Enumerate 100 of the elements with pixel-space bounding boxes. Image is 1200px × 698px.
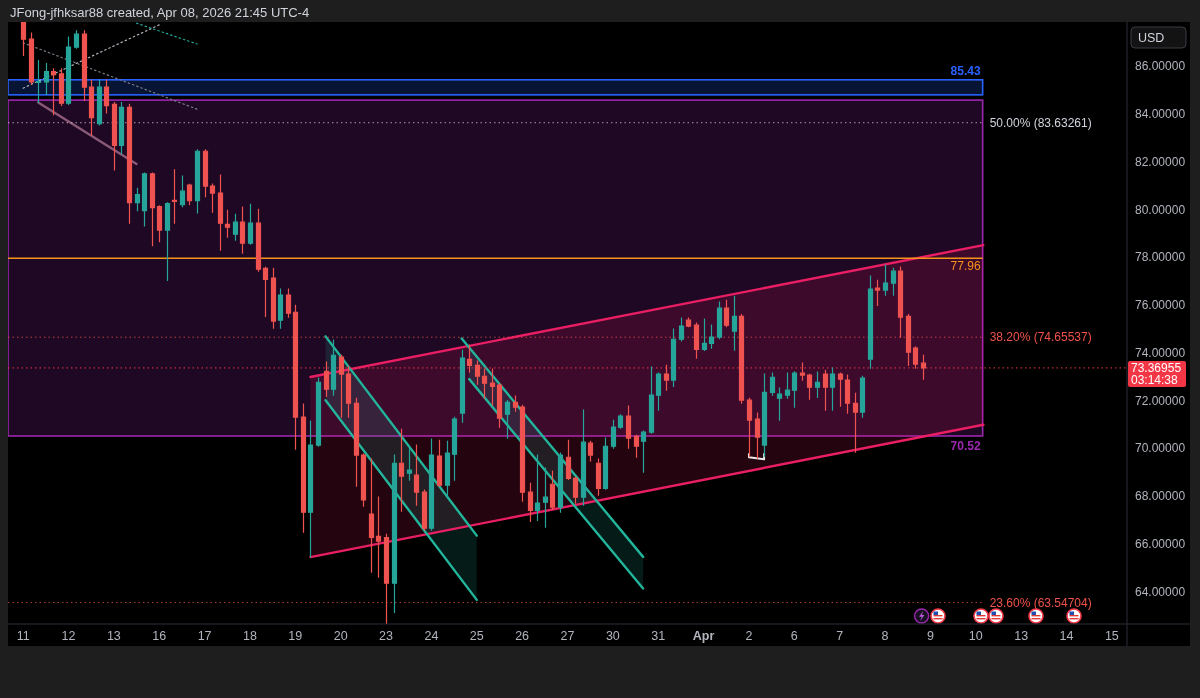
candlestick bbox=[701, 318, 708, 352]
y-tick-label: 72.00000 bbox=[1135, 393, 1186, 408]
x-tick-label: 14 bbox=[1059, 629, 1074, 643]
candlestick bbox=[459, 349, 466, 423]
candlestick bbox=[270, 267, 277, 329]
x-tick-label: 2 bbox=[745, 629, 753, 643]
y-tick-label: 84.00000 bbox=[1135, 106, 1186, 121]
candlestick bbox=[126, 103, 133, 224]
candlestick bbox=[391, 454, 398, 613]
candlestick bbox=[451, 416, 458, 481]
x-tick-label: 16 bbox=[152, 629, 167, 643]
candlestick bbox=[224, 209, 231, 238]
candlestick bbox=[255, 208, 262, 272]
x-tick-label: 23 bbox=[379, 629, 394, 643]
candlestick bbox=[345, 365, 352, 418]
candlestick bbox=[920, 354, 927, 380]
candlestick bbox=[88, 79, 95, 136]
candlestick bbox=[844, 374, 851, 414]
candlestick bbox=[617, 414, 624, 429]
candlestick bbox=[565, 439, 572, 481]
candlestick bbox=[28, 32, 35, 85]
x-tick-label: 30 bbox=[605, 629, 620, 643]
band-label: 70.52 bbox=[950, 438, 981, 453]
x-tick-label: 27 bbox=[560, 629, 575, 643]
x-tick-label: 13 bbox=[106, 629, 121, 643]
candlestick bbox=[791, 371, 798, 408]
candlestick bbox=[481, 368, 488, 399]
candlestick bbox=[655, 372, 662, 411]
candlestick bbox=[118, 101, 125, 155]
candlestick bbox=[111, 101, 118, 171]
candlestick bbox=[156, 205, 163, 243]
candlestick bbox=[610, 419, 617, 449]
candlestick bbox=[602, 437, 609, 490]
candlestick bbox=[474, 360, 481, 385]
candlestick bbox=[186, 183, 193, 206]
candlestick bbox=[769, 372, 776, 396]
candlestick bbox=[746, 397, 753, 457]
ref-line-label: 73.36955 bbox=[1131, 360, 1182, 375]
candlestick bbox=[534, 454, 541, 521]
y-tick-label: 86.00000 bbox=[1135, 59, 1186, 74]
candlestick bbox=[595, 458, 602, 496]
y-tick-label: 78.00000 bbox=[1135, 250, 1186, 265]
candlestick bbox=[829, 367, 836, 411]
ref-line-label: 23.60% (63.54704) bbox=[989, 595, 1092, 610]
candlestick bbox=[436, 439, 443, 487]
candlestick bbox=[300, 403, 307, 533]
ref-line-label: 38.20% (74.65537) bbox=[989, 330, 1092, 345]
y-tick-label: 76.00000 bbox=[1135, 298, 1186, 313]
x-tick-label: 8 bbox=[881, 629, 889, 643]
x-tick-label: 13 bbox=[1014, 629, 1029, 643]
x-tick-label: 7 bbox=[836, 629, 844, 643]
candlestick bbox=[50, 68, 57, 116]
x-tick-label: 9 bbox=[926, 629, 934, 643]
candlestick bbox=[277, 288, 284, 329]
candlestick bbox=[421, 489, 428, 531]
candlestick bbox=[859, 375, 866, 418]
candlestick bbox=[96, 79, 103, 126]
candlestick bbox=[527, 482, 534, 522]
y-tick-label: 66.00000 bbox=[1135, 536, 1186, 551]
x-tick-label: 31 bbox=[651, 629, 666, 643]
candlestick bbox=[413, 444, 420, 506]
candlestick bbox=[134, 187, 141, 212]
candlestick bbox=[194, 149, 201, 214]
candlestick bbox=[822, 369, 829, 411]
candlestick bbox=[814, 371, 821, 398]
y-tick-label: 70.00000 bbox=[1135, 441, 1186, 456]
candlestick bbox=[43, 62, 50, 95]
ref-line-label: 77.96 bbox=[950, 259, 981, 274]
candlestick bbox=[504, 400, 511, 439]
candlestick bbox=[360, 453, 367, 507]
candlestick bbox=[164, 202, 171, 282]
x-tick-label: 17 bbox=[197, 629, 212, 643]
candlestick bbox=[776, 387, 783, 421]
candlestick bbox=[209, 183, 216, 213]
candlestick bbox=[754, 412, 761, 459]
candlestick bbox=[375, 496, 382, 578]
candlestick bbox=[428, 438, 435, 531]
candlestick bbox=[784, 372, 791, 399]
candlestick bbox=[58, 68, 65, 106]
candlestick bbox=[247, 203, 254, 245]
candlestick bbox=[202, 149, 209, 198]
candlestick bbox=[466, 344, 473, 373]
y-axis-title: USD bbox=[1138, 30, 1165, 45]
candlestick bbox=[874, 279, 881, 306]
candlestick bbox=[73, 30, 80, 49]
candlestick bbox=[890, 267, 897, 296]
x-tick-label: 26 bbox=[515, 629, 530, 643]
candlestick bbox=[912, 346, 919, 369]
ref-line-label: 50.00% (83.63261) bbox=[989, 115, 1092, 130]
x-tick-label: 6 bbox=[790, 629, 798, 643]
x-tick-label: 10 bbox=[968, 629, 983, 643]
candlestick bbox=[35, 60, 42, 104]
candlestick bbox=[398, 428, 405, 512]
candlestick bbox=[262, 266, 269, 317]
candlestick bbox=[572, 476, 579, 504]
candlestick bbox=[307, 420, 314, 558]
y-tick-label: 82.00000 bbox=[1135, 154, 1186, 169]
x-tick-label: 15 bbox=[1104, 629, 1119, 643]
candlestick bbox=[406, 447, 413, 481]
candlestick bbox=[285, 288, 292, 318]
